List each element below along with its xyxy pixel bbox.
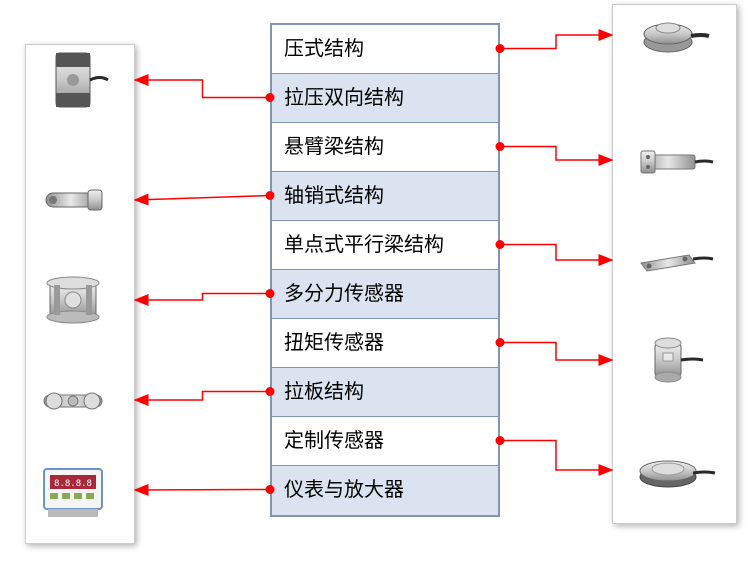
category-row: 拉板结构 — [272, 368, 498, 417]
torque-icon — [633, 325, 718, 395]
parallel-icon — [633, 225, 718, 295]
category-row: 压式结构 — [272, 25, 498, 74]
multi-axis-icon — [38, 265, 123, 335]
category-list: 压式结构拉压双向结构悬臂梁结构轴销式结构单点式平行梁结构多分力传感器扭矩传感器拉… — [270, 23, 500, 517]
display-icon: 8.8.8.8 — [38, 455, 123, 525]
pin-icon — [38, 165, 123, 235]
custom-icon — [633, 435, 718, 505]
category-row: 单点式平行梁结构 — [272, 221, 498, 270]
category-row: 悬臂梁结构 — [272, 123, 498, 172]
category-row: 仪表与放大器 — [272, 466, 498, 515]
plate-icon — [38, 365, 123, 435]
category-row: 多分力传感器 — [272, 270, 498, 319]
s-type-icon — [38, 45, 123, 115]
category-row: 定制传感器 — [272, 417, 498, 466]
button-icon — [633, 0, 718, 70]
category-row: 扭矩传感器 — [272, 319, 498, 368]
beam-icon — [633, 125, 718, 195]
svg-text:8.8.8.8: 8.8.8.8 — [54, 479, 92, 489]
category-row: 拉压双向结构 — [272, 74, 498, 123]
category-row: 轴销式结构 — [272, 172, 498, 221]
